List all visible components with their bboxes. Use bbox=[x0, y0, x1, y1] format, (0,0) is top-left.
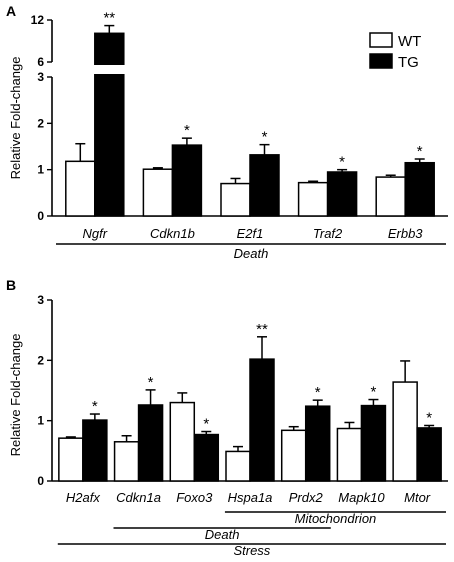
panel-b-category-label: H2afx bbox=[66, 490, 100, 505]
panel-a-y-tick-label: 12 bbox=[31, 13, 45, 27]
panel-b-bar-wt bbox=[169, 401, 196, 482]
panel-b-bar-wt bbox=[58, 437, 84, 482]
panel-a-y-tick-label: 1 bbox=[37, 163, 44, 177]
panel-b-category-label: Mapk10 bbox=[338, 490, 385, 505]
panel-b-bar-wt bbox=[336, 427, 363, 482]
panel-a-bar-tg bbox=[94, 32, 125, 217]
legend-tg-label: TG bbox=[398, 54, 419, 71]
panel-a-significance: * bbox=[262, 129, 268, 146]
panel-a-y-tick-label: 6 bbox=[37, 55, 44, 69]
panel-b-bar-wt bbox=[225, 450, 251, 482]
panel-b-category-label: Foxo3 bbox=[176, 490, 213, 505]
panel-b-y-tick-label: 0 bbox=[37, 474, 44, 488]
panel-a-category-label: Erbb3 bbox=[388, 226, 423, 241]
panel-b-significance: * bbox=[426, 409, 432, 426]
panel-b-significance: ** bbox=[256, 321, 268, 338]
panel-b-bar-tg bbox=[249, 358, 275, 482]
panel-a-axis-break bbox=[56, 65, 452, 74]
panel-a-y-axis-label: Relative Fold-change bbox=[8, 57, 23, 180]
panel-b-bar-wt bbox=[392, 381, 418, 482]
panel-b-y-tick-label: 3 bbox=[37, 293, 44, 307]
panel-a-bar-wt bbox=[375, 176, 406, 217]
panel-b-significance: * bbox=[148, 374, 154, 391]
panel-b-y-tick-label: 1 bbox=[37, 414, 44, 428]
panel-a-bar-tg bbox=[326, 171, 358, 217]
panel-a-category-label: E2f1 bbox=[237, 226, 264, 241]
panel-b-group-label: Stress bbox=[233, 543, 270, 557]
panel-a-significance: * bbox=[184, 122, 190, 139]
panel-a-significance: * bbox=[417, 143, 423, 160]
panel-b-category-label: Prdx2 bbox=[289, 490, 324, 505]
panel-b-bar-tg bbox=[193, 433, 220, 482]
panel-b-label: B bbox=[6, 277, 16, 293]
panel-a-significance: ** bbox=[103, 10, 115, 27]
panel-b-bar-wt bbox=[113, 441, 140, 482]
legend-wt-swatch bbox=[369, 32, 393, 48]
panel-b-bar-tg bbox=[82, 419, 108, 482]
panel-b-group-label: Death bbox=[205, 527, 240, 542]
legend-wt-label: WT bbox=[398, 33, 421, 50]
panel-a-bar-tg bbox=[249, 154, 280, 217]
panel-a-bar-wt bbox=[65, 160, 96, 217]
panel-a-y-tick-label: 2 bbox=[37, 116, 44, 130]
panel-b-plot: 0 1 2 3 * H2afx * Cdkn1a * Foxo3 ** Hspa1a * Prdx2 * Ma… bbox=[37, 293, 448, 558]
panel-a-category-label: Ngfr bbox=[83, 226, 108, 241]
panel-a-y-tick-label: 3 bbox=[37, 70, 44, 84]
panel-b-category-label: Mtor bbox=[404, 490, 431, 505]
panel-b-significance: * bbox=[371, 384, 377, 401]
panel-a-bar-tg bbox=[404, 161, 435, 217]
panel-a-label: A bbox=[6, 3, 16, 19]
legend-tg-swatch bbox=[369, 53, 393, 69]
panel-a-category-label: Cdkn1b bbox=[150, 226, 195, 241]
panel-b-significance: * bbox=[92, 398, 98, 415]
panel-b-significance: * bbox=[203, 416, 209, 433]
panel-a-bar-tg bbox=[171, 144, 203, 217]
panel-a-significance: * bbox=[339, 154, 345, 171]
panel-b-bar-tg bbox=[416, 427, 442, 482]
panel-b-bar-tg bbox=[304, 405, 331, 482]
panel-b-significance: * bbox=[315, 384, 321, 401]
panel-a-bar-wt bbox=[142, 168, 174, 217]
panel-b-y-axis-label: Relative Fold-change bbox=[8, 334, 23, 457]
panel-b-bar-tg bbox=[137, 404, 164, 482]
panel-a-bar-wt bbox=[220, 182, 251, 217]
panel-b-category-label: Cdkn1a bbox=[116, 490, 161, 505]
panel-b-category-label: Hspa1a bbox=[228, 490, 273, 505]
panel-a-category-label: Traf2 bbox=[313, 226, 343, 241]
panel-b-group-label: Mitochondrion bbox=[295, 511, 377, 526]
panel-a-bar-wt bbox=[297, 181, 329, 217]
panel-b-y-tick-label: 2 bbox=[37, 353, 44, 367]
panel-a-group-label: Death bbox=[234, 246, 269, 261]
panel-b-bar-wt bbox=[280, 429, 307, 482]
panel-a-y-tick-label: 0 bbox=[37, 209, 44, 223]
panel-b-bar-tg bbox=[360, 404, 387, 482]
